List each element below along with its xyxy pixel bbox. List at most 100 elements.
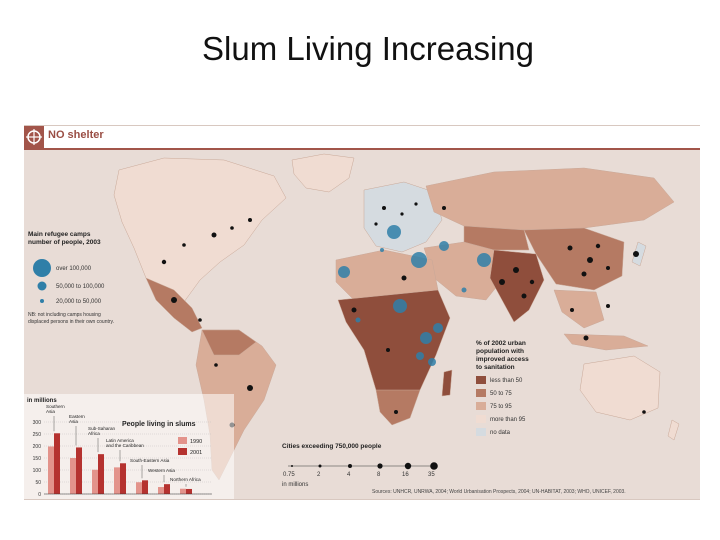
chart-category-label: South-Eastern Asia (130, 458, 170, 463)
camp-marker (380, 248, 384, 252)
refugee-legend-subtitle: number of people, 2003 (28, 239, 101, 246)
chart-bar-1990 (114, 467, 120, 494)
city-marker (394, 410, 398, 414)
city-marker (642, 410, 646, 414)
city-marker (171, 297, 177, 303)
city-marker (400, 212, 404, 216)
city-marker (521, 293, 527, 299)
camp-marker (428, 358, 436, 366)
chart-title: People living in slums (122, 421, 196, 428)
city-marker (182, 243, 186, 247)
slum-bar-chart: in millions People living in slums 0 50 100 1… (24, 394, 234, 499)
slide-title: Slum Living Increasing (202, 30, 534, 67)
chart-ytick-label: 100 (33, 468, 42, 474)
chart-bar-1990 (70, 458, 76, 494)
city-marker (633, 251, 639, 257)
europe (363, 181, 443, 253)
legend-label: more than 95 (490, 417, 526, 423)
map-header: NO shelter (24, 126, 700, 150)
camp-marker (393, 299, 407, 313)
scale-label: 8 (377, 472, 381, 478)
chart-category-label: Southern Asia (46, 404, 65, 414)
new-zealand (667, 419, 680, 441)
south-america-north (201, 329, 257, 356)
city-marker (567, 245, 573, 251)
south-asia (489, 249, 545, 323)
city-marker (513, 267, 519, 273)
sanitation-legend-title: to sanitation (476, 364, 515, 371)
china (523, 227, 625, 291)
cities-legend-unit: in millions (282, 482, 308, 488)
legend-label: 50 to 75 (490, 391, 512, 397)
russia (425, 167, 675, 231)
chart-legend-swatch-2001 (178, 448, 187, 455)
city-size-marker (377, 463, 383, 469)
city-marker (214, 363, 218, 367)
camp-marker (355, 317, 361, 323)
chart-ytick-label: 50 (35, 480, 41, 486)
chart-legend-swatch-1990 (178, 437, 187, 444)
central-america (145, 277, 203, 333)
south-east-asia (553, 289, 605, 329)
city-marker (247, 385, 253, 391)
camp-marker (416, 352, 424, 360)
chart-category-label: Sub-Saharan Africa (88, 426, 116, 436)
chart-category-label: Latin America and the Caribbean (106, 438, 144, 448)
city-size-marker (318, 464, 322, 468)
legend-label: 75 to 95 (490, 404, 512, 410)
cities-legend-title: Cities exceeding 750,000 people (282, 443, 382, 450)
chart-ytick-label: 200 (33, 444, 42, 450)
city-marker (386, 348, 390, 352)
scale-label: 16 (402, 472, 409, 478)
city-marker (442, 206, 446, 210)
city-marker (198, 318, 202, 322)
chart-bar-1990 (136, 482, 142, 494)
refugee-legend-title: Main refugee camps (28, 231, 91, 238)
chart-bar-2001 (186, 488, 192, 494)
central-asia (463, 225, 530, 251)
scale-label: 35 (428, 472, 435, 478)
city-marker (382, 206, 386, 210)
city-marker (374, 222, 378, 226)
camp-marker (439, 241, 449, 251)
city-size-marker (404, 462, 412, 470)
chart-ytick-label: 300 (33, 420, 42, 426)
city-marker (248, 218, 252, 222)
city-marker (595, 243, 601, 249)
city-marker (499, 279, 505, 285)
camp-size-large-label: over 100,000 (56, 266, 92, 272)
city-marker (161, 259, 167, 265)
camp-marker (338, 266, 350, 278)
chart-bar-1990 (158, 487, 164, 494)
refugee-legend-note: NB: not including camps housing (28, 312, 101, 318)
city-marker (606, 304, 610, 308)
chart-category-label: Northern Africa (170, 477, 201, 482)
scale-label: 0.75 (283, 472, 295, 478)
madagascar (441, 369, 453, 397)
city-marker (581, 271, 587, 277)
scale-label: 2 (317, 472, 321, 478)
greenland (291, 153, 355, 193)
chart-category-label: Western Asia (148, 468, 175, 473)
legend-swatch (476, 402, 486, 410)
sanitation-legend-title: improved access (476, 356, 529, 363)
city-marker (351, 307, 357, 313)
chart-ytick-label: 0 (38, 492, 41, 498)
target-icon (24, 126, 44, 148)
chart-ytick-label: 150 (33, 456, 42, 462)
camp-size-small (40, 299, 44, 303)
north-america (113, 157, 287, 303)
camp-marker (461, 287, 467, 293)
world-map: Main refugee camps number of people, 200… (24, 150, 700, 499)
chart-ylabel: in millions (27, 398, 57, 404)
city-marker (230, 226, 234, 230)
camp-size-large (33, 259, 51, 277)
chart-bar-2001 (164, 484, 170, 494)
chart-bar-1990 (180, 488, 186, 494)
legend-label: less than 50 (490, 378, 523, 384)
africa-south (375, 389, 421, 426)
camp-size-small-label: 20,000 to 50,000 (56, 299, 102, 305)
cities (161, 202, 646, 428)
legend-label: no data (490, 430, 511, 436)
chart-legend-label-2001: 2001 (190, 450, 202, 456)
